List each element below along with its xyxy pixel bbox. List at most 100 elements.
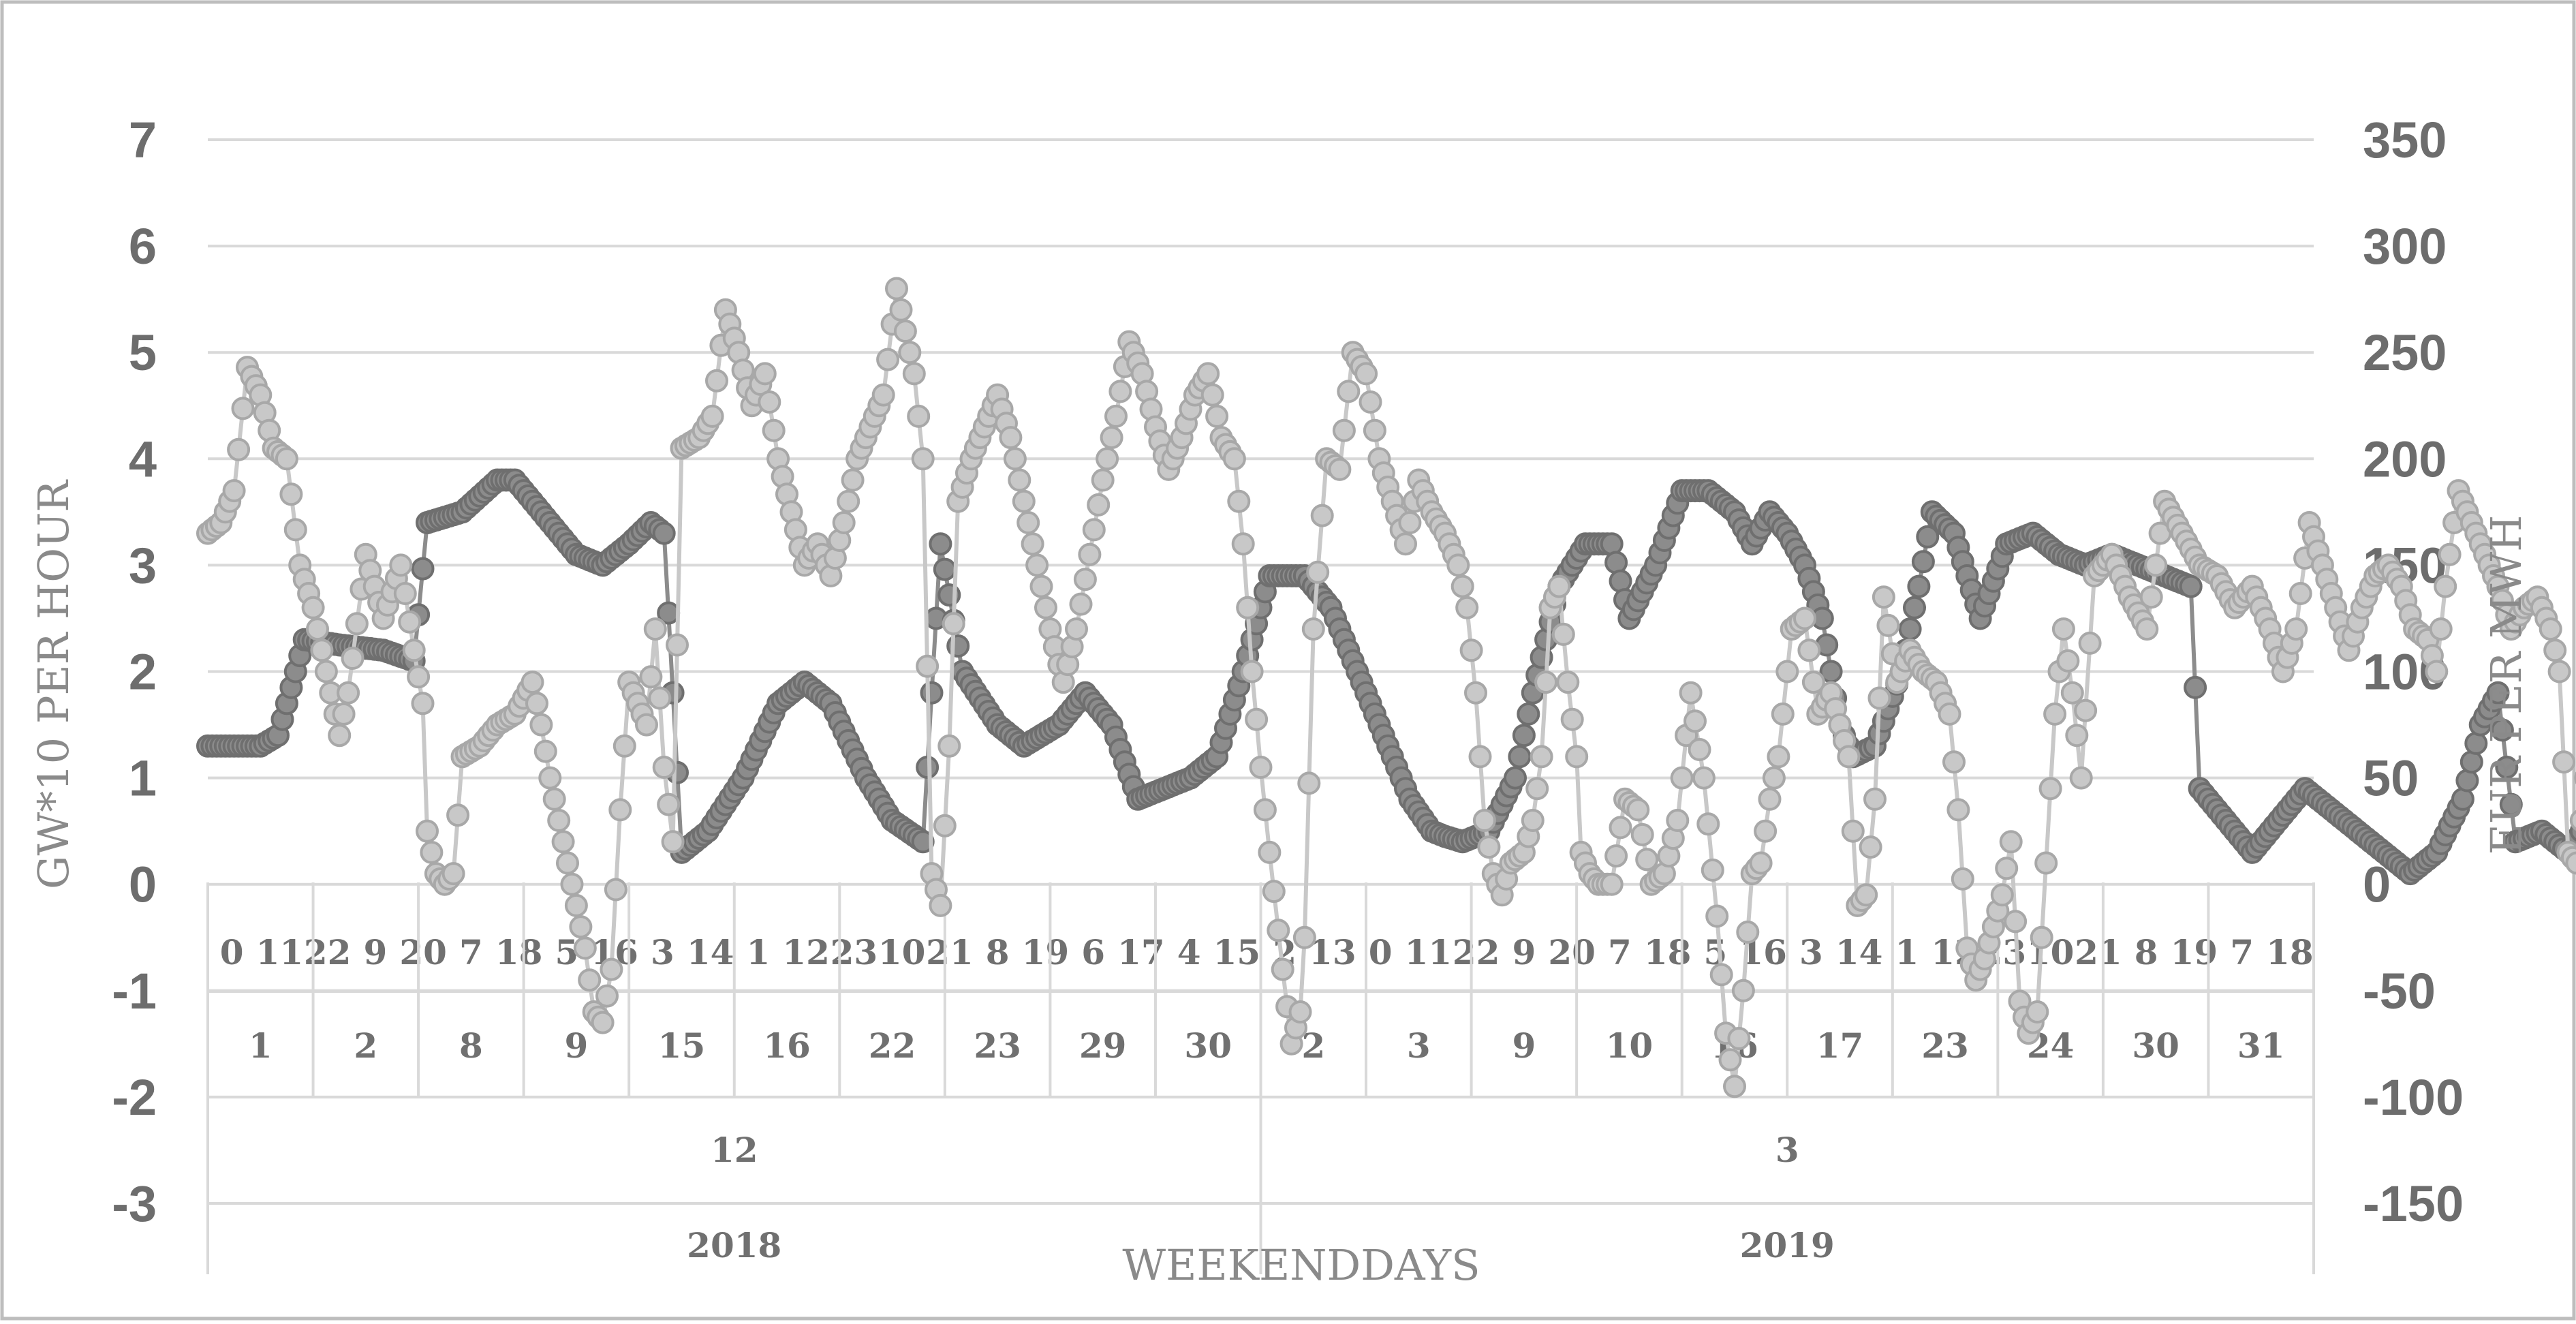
data-point — [1606, 846, 1626, 866]
data-point — [2549, 662, 2570, 682]
data-point — [658, 795, 679, 815]
data-point — [1795, 609, 1815, 629]
data-point — [645, 619, 666, 639]
data-point — [1018, 512, 1038, 533]
data-point — [2185, 677, 2205, 698]
data-point — [338, 683, 358, 703]
data-point — [944, 613, 964, 634]
hour-tick-label: 21 — [926, 932, 974, 972]
day-tick-label: 17 — [1816, 1026, 1864, 1066]
data-point — [1334, 420, 1354, 441]
data-point — [891, 300, 912, 320]
data-point — [663, 831, 683, 852]
hour-tick-label: 23 — [831, 932, 878, 972]
data-point — [2181, 576, 2201, 597]
day-tick-label: 2 — [354, 1026, 377, 1066]
data-point — [899, 342, 920, 363]
data-point — [1361, 392, 1381, 412]
data-point — [1557, 672, 1578, 692]
right-tick-label: 50 — [2363, 750, 2419, 807]
data-point — [404, 640, 424, 660]
data-point — [1465, 683, 1486, 703]
hour-tick-label: 18 — [1644, 932, 1692, 972]
data-point — [935, 559, 955, 580]
hour-tick-label: 18 — [2266, 932, 2314, 972]
data-point — [1027, 555, 1047, 575]
hour-tick-label: 22 — [304, 932, 352, 972]
data-point — [1031, 576, 1052, 597]
data-point — [2040, 778, 2061, 799]
data-point — [1093, 470, 1113, 491]
data-point — [1505, 768, 1525, 788]
month-tick-label: 3 — [1775, 1130, 1799, 1170]
data-point — [2457, 771, 2477, 791]
data-point — [917, 656, 937, 677]
data-point — [1066, 619, 1087, 639]
data-point — [1690, 739, 1710, 760]
hour-tick-label: 6 — [1081, 932, 1105, 972]
left-tick-label: 3 — [129, 537, 157, 594]
data-point — [1233, 534, 1254, 554]
hour-tick-label: 1 — [1895, 932, 1919, 972]
data-point — [1237, 598, 1258, 618]
data-point — [878, 350, 898, 370]
data-point — [1242, 662, 1262, 682]
data-point — [1307, 562, 1328, 583]
data-point — [1102, 427, 1122, 448]
data-point — [636, 715, 657, 735]
data-point — [1733, 981, 1754, 1001]
data-point — [1992, 884, 2013, 905]
data-point — [277, 448, 297, 469]
data-point — [1461, 640, 1482, 660]
data-point — [1755, 821, 1775, 842]
right-tick-label: -50 — [2363, 963, 2436, 1019]
hour-tick-label: 15 — [1213, 932, 1261, 972]
data-point — [1953, 869, 1973, 889]
data-point — [930, 534, 950, 554]
data-point — [1338, 381, 1359, 401]
data-point — [228, 440, 249, 460]
data-point — [1562, 709, 1583, 730]
data-point — [707, 371, 727, 391]
data-point — [1904, 598, 1925, 618]
data-point — [1764, 768, 1784, 788]
data-point — [2145, 555, 2166, 575]
data-point — [1365, 420, 1385, 441]
data-point — [1294, 927, 1315, 948]
day-tick-label: 16 — [763, 1026, 811, 1066]
data-point — [2141, 587, 2162, 607]
data-point — [1478, 837, 1499, 857]
data-point — [1681, 683, 1701, 703]
data-point — [343, 648, 363, 668]
data-point — [1602, 534, 1622, 554]
data-point — [1773, 704, 1793, 724]
data-point — [1944, 752, 1964, 772]
data-point — [2075, 701, 2096, 721]
data-point — [285, 519, 306, 540]
data-point — [1940, 704, 1960, 724]
data-point — [1694, 768, 1714, 788]
data-point — [1000, 427, 1021, 448]
hour-tick-label: 7 — [459, 932, 483, 972]
data-point — [2545, 640, 2565, 660]
hour-tick-label: 3 — [651, 932, 674, 972]
data-point — [527, 693, 547, 713]
data-point — [2431, 619, 2451, 639]
data-point — [1457, 598, 1477, 618]
data-point — [1751, 853, 1771, 874]
data-point — [1071, 594, 1091, 615]
data-point — [553, 831, 574, 852]
data-point — [1395, 534, 1416, 554]
data-point — [2291, 583, 2311, 604]
data-point — [557, 853, 578, 874]
hour-tick-label: 0 — [1369, 932, 1393, 972]
data-point — [1536, 672, 1556, 692]
data-point — [2286, 619, 2306, 639]
data-point — [1224, 448, 1245, 469]
data-point — [2027, 1002, 2047, 1022]
data-point — [579, 970, 600, 990]
data-point — [1856, 884, 1876, 905]
data-point — [1036, 598, 1056, 618]
data-point — [1251, 757, 1271, 778]
data-point — [1737, 922, 1758, 942]
